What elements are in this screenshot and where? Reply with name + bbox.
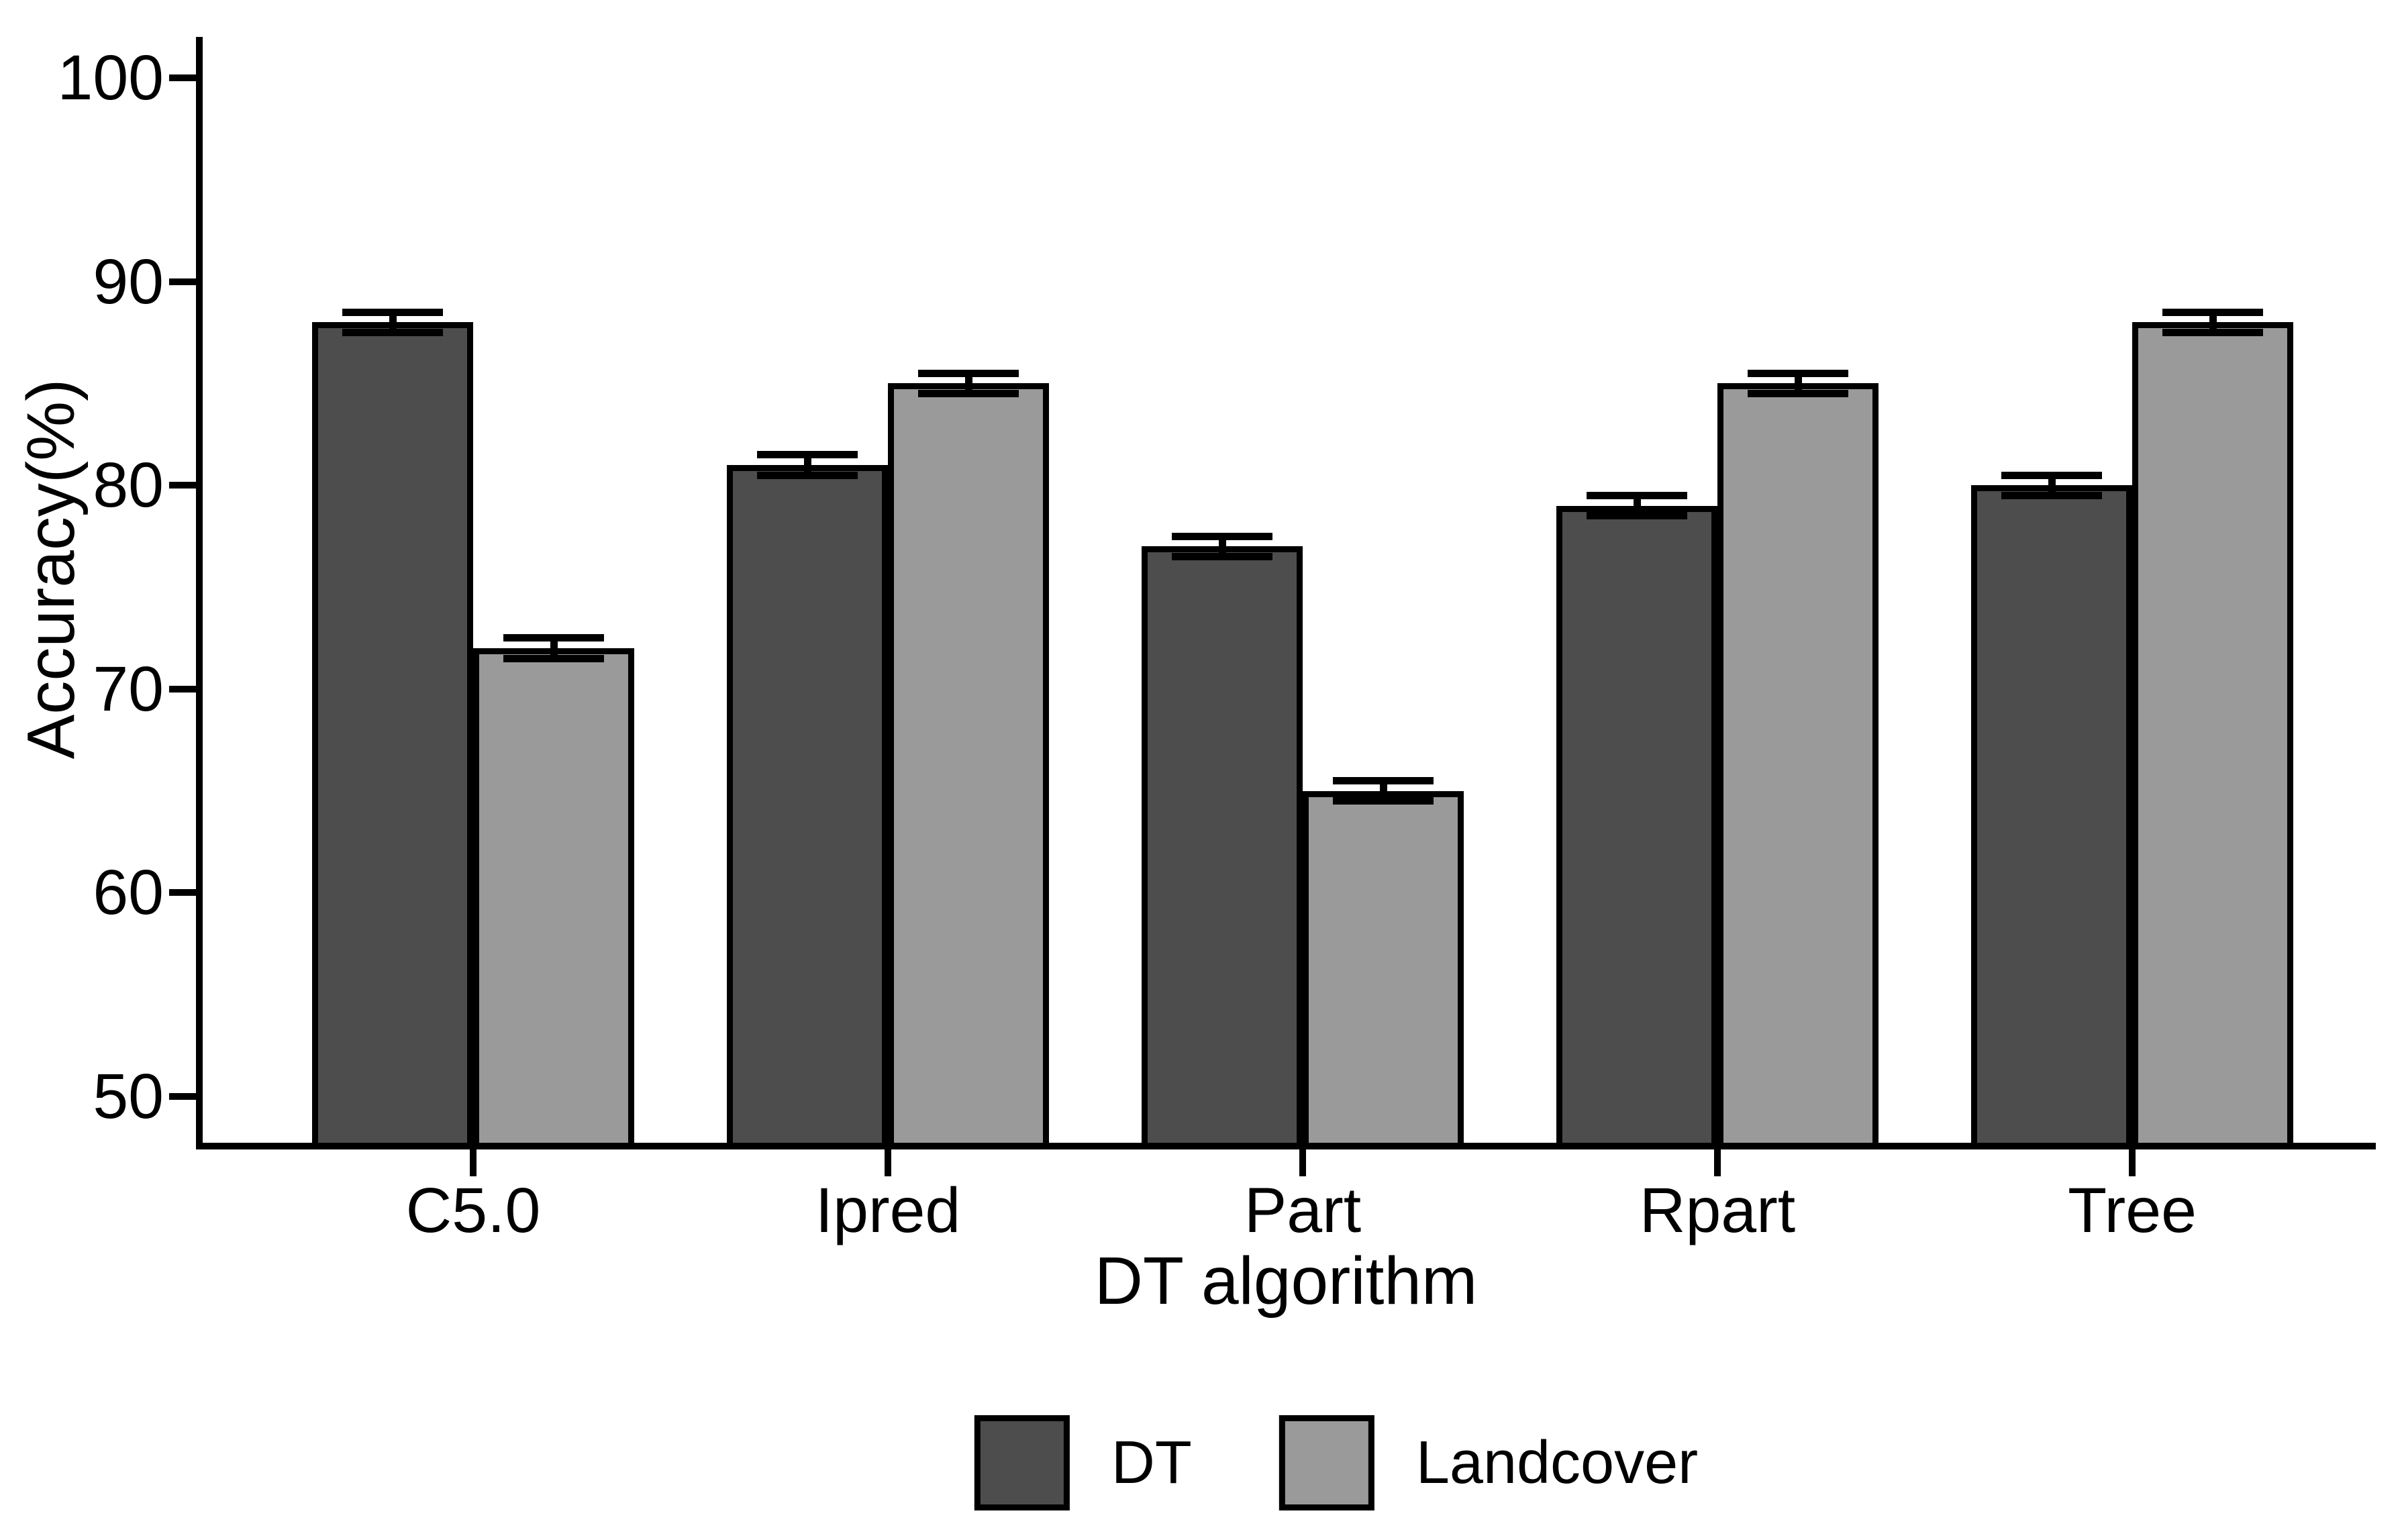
y-tick	[169, 889, 196, 896]
error-bar-line	[389, 312, 397, 333]
y-tick-label: 100	[57, 42, 164, 113]
y-tick-label: 60	[93, 857, 164, 929]
error-bar-line	[1794, 373, 1802, 394]
x-tick	[885, 1149, 891, 1176]
error-bar-top-cap	[2001, 471, 2102, 479]
y-tick	[169, 482, 196, 489]
legend-label-landcover: Landcover	[1415, 1429, 1699, 1496]
error-bar-top-cap	[2162, 308, 2263, 316]
x-tick-label: C5.0	[405, 1175, 541, 1246]
error-bar-line	[2209, 312, 2217, 333]
error-bar-bottom-cap	[918, 390, 1019, 398]
error-bar-top-cap	[1333, 776, 1434, 784]
bar-landcover-rpart	[1717, 383, 1879, 1149]
x-tick	[1714, 1149, 1721, 1176]
error-bar-line	[803, 454, 811, 476]
bar-landcover-ipred	[888, 383, 1049, 1149]
bar-landcover-c5.0	[473, 648, 634, 1149]
x-tick-label: Rpart	[1639, 1175, 1796, 1246]
error-bar-bottom-cap	[1587, 512, 1687, 520]
error-bar-top-cap	[503, 634, 604, 642]
y-axis-line	[196, 37, 203, 1149]
legend-swatch-landcover	[1279, 1415, 1374, 1510]
x-axis-title: DT algorithm	[1094, 1243, 1478, 1319]
error-bar-top-cap	[1587, 491, 1687, 499]
y-tick	[169, 74, 196, 81]
bar-dt-rpart	[1556, 505, 1717, 1149]
legend-label-dt: DT	[1111, 1429, 1192, 1496]
error-bar-line	[550, 637, 558, 659]
x-tick-label: Part	[1244, 1175, 1362, 1246]
bar-landcover-tree	[2132, 322, 2293, 1149]
error-bar-bottom-cap	[1748, 390, 1848, 398]
error-bar-bottom-cap	[1172, 552, 1272, 560]
error-bar-line	[2048, 475, 2056, 496]
error-bar-top-cap	[757, 451, 858, 459]
legend: DT Landcover	[974, 1415, 1698, 1510]
error-bar-bottom-cap	[757, 471, 858, 479]
error-bar-bottom-cap	[342, 329, 443, 336]
y-tick-label: 50	[93, 1061, 164, 1132]
error-bar-bottom-cap	[2162, 329, 2263, 336]
bar-dt-part	[1142, 546, 1303, 1149]
legend-entry-dt: DT	[974, 1415, 1192, 1510]
error-bar-top-cap	[342, 308, 443, 316]
error-bar-bottom-cap	[503, 654, 604, 662]
legend-swatch-dt	[974, 1415, 1070, 1510]
y-tick	[169, 685, 196, 692]
error-bar-line	[964, 373, 972, 394]
bar-dt-ipred	[727, 464, 888, 1149]
error-bar-top-cap	[1748, 369, 1848, 377]
error-bar-bottom-cap	[1333, 797, 1434, 805]
y-tick	[169, 278, 196, 285]
y-axis-title: Accuracy(%)	[13, 378, 89, 760]
bar-dt-c5.0	[312, 322, 473, 1149]
error-bar-line	[1218, 536, 1226, 557]
y-tick-label: 90	[93, 246, 164, 317]
bar-dt-tree	[1971, 485, 2132, 1149]
x-tick	[2129, 1149, 2136, 1176]
x-tick	[1299, 1149, 1306, 1176]
error-bar-bottom-cap	[2001, 491, 2102, 499]
y-tick-label: 70	[93, 653, 164, 725]
error-bar-top-cap	[1172, 532, 1272, 540]
x-axis-line	[196, 1143, 2376, 1149]
y-tick-label: 80	[93, 450, 164, 521]
bar-landcover-part	[1303, 790, 1464, 1149]
error-bar-top-cap	[918, 369, 1019, 377]
x-tick	[470, 1149, 477, 1176]
x-tick-label: Tree	[2068, 1175, 2197, 1246]
error-bar-line	[1633, 495, 1641, 516]
legend-entry-landcover: Landcover	[1279, 1415, 1698, 1510]
x-tick-label: Ipred	[815, 1175, 961, 1246]
error-bar-line	[1379, 780, 1387, 801]
y-tick	[169, 1093, 196, 1100]
